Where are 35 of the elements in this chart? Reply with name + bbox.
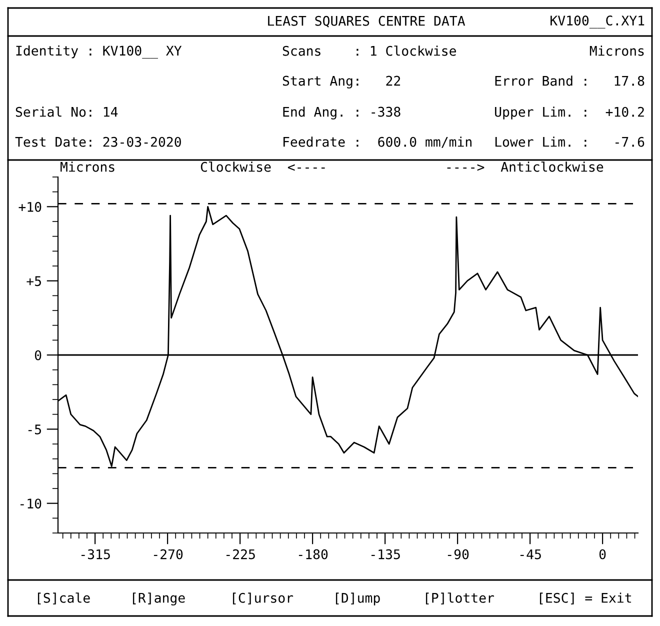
text: Start Ang: 22 (282, 76, 400, 88)
text: Clockwise <---- (200, 162, 325, 172)
text: Identity : KV100__ XY (16, 45, 182, 59)
x-tick-label: -135 (371, 549, 400, 560)
text: [D]ump (336, 592, 380, 606)
text: KV100__C.XY1 (550, 16, 644, 28)
text: Lower Lim. : -7.6 (495, 136, 644, 147)
x-tick-label: -315 (81, 549, 110, 560)
y-tick-label: -5 (28, 424, 41, 434)
x-tick-label: -45 (520, 549, 541, 560)
text: Microns (590, 46, 644, 56)
y-tick-label: +10 (18, 202, 42, 212)
text: Scans : 1 Clockwise (282, 46, 456, 56)
text: ----> Anticlockwise (447, 162, 604, 172)
text: End Ang. : -338 (283, 106, 400, 120)
y-tick-label: 0 (34, 350, 42, 360)
text: Serial No: 14 (16, 106, 118, 117)
y-tick-label: -10 (20, 498, 42, 509)
chart-title: LEAST SQUARES CENTRE DATA (268, 16, 466, 28)
x-tick-label: -270 (154, 549, 183, 560)
text: [ESC] = Exit (540, 592, 632, 604)
y-tick-label: +5 (26, 276, 41, 286)
text: [R]ange (132, 592, 185, 606)
text: Error Band : 17.8 (495, 76, 644, 86)
x-tick-label: -225 (226, 549, 255, 560)
text: [C]ursor (232, 592, 294, 604)
text: [P]lotter (426, 592, 494, 604)
y-axis-title: Microns (60, 162, 114, 172)
text: Test Date: 23-03-2020 (15, 136, 181, 147)
text: Upper Lim. : +10.2 (495, 106, 644, 120)
text: Feedrate : 600.0 mm/min (284, 136, 472, 148)
text: [S]cale (38, 592, 90, 604)
x-tick-label: 0 (599, 549, 606, 560)
x-tick-label: -180 (298, 549, 328, 560)
x-tick-label: -90 (448, 549, 469, 560)
